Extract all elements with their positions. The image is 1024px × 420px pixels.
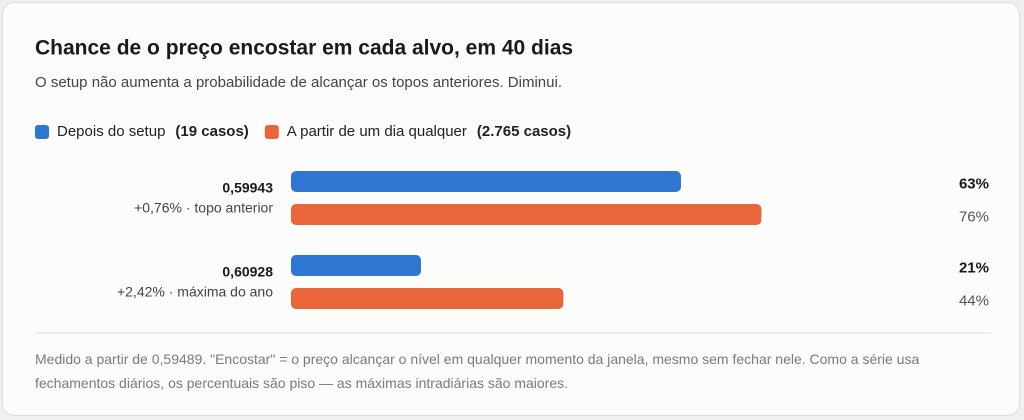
bar <box>291 171 681 192</box>
bar <box>291 255 421 276</box>
bar <box>291 288 564 309</box>
bar <box>291 204 762 225</box>
legend-name: A partir de um dia qualquer <box>287 123 467 140</box>
legend-count: (19 casos) <box>175 123 248 140</box>
legend-swatch <box>264 125 279 139</box>
value-label: 63% <box>959 175 989 192</box>
legend-name: Depois do setup <box>57 123 165 140</box>
footnote: Medido a partir de 0,59489. "Encostar" =… <box>35 351 920 391</box>
legend-count: (2.765 casos) <box>477 123 571 140</box>
value-label: 76% <box>959 208 989 225</box>
category-label: 0,60928 <box>222 264 273 280</box>
chart: Chance de o preço encostar em cada alvo,… <box>35 37 991 334</box>
category-label: 0,59943 <box>222 180 273 196</box>
value-label: 21% <box>959 259 989 276</box>
chart-subtitle: O setup não aumenta a probabilidade de a… <box>35 74 562 91</box>
legend-swatch <box>35 125 49 139</box>
legend-label: Depois do setup (19 casos) <box>57 123 249 140</box>
category-subtitle: +2,42% · máxima do ano <box>117 284 273 300</box>
value-label: 44% <box>959 292 989 309</box>
legend-label: A partir de um dia qualquer (2.765 casos) <box>287 123 571 140</box>
category-subtitle: +0,76% · topo anterior <box>134 200 273 216</box>
card: Chance de o preço encostar em cada alvo,… <box>2 2 1020 416</box>
chart-title: Chance de o preço encostar em cada alvo,… <box>35 37 573 60</box>
